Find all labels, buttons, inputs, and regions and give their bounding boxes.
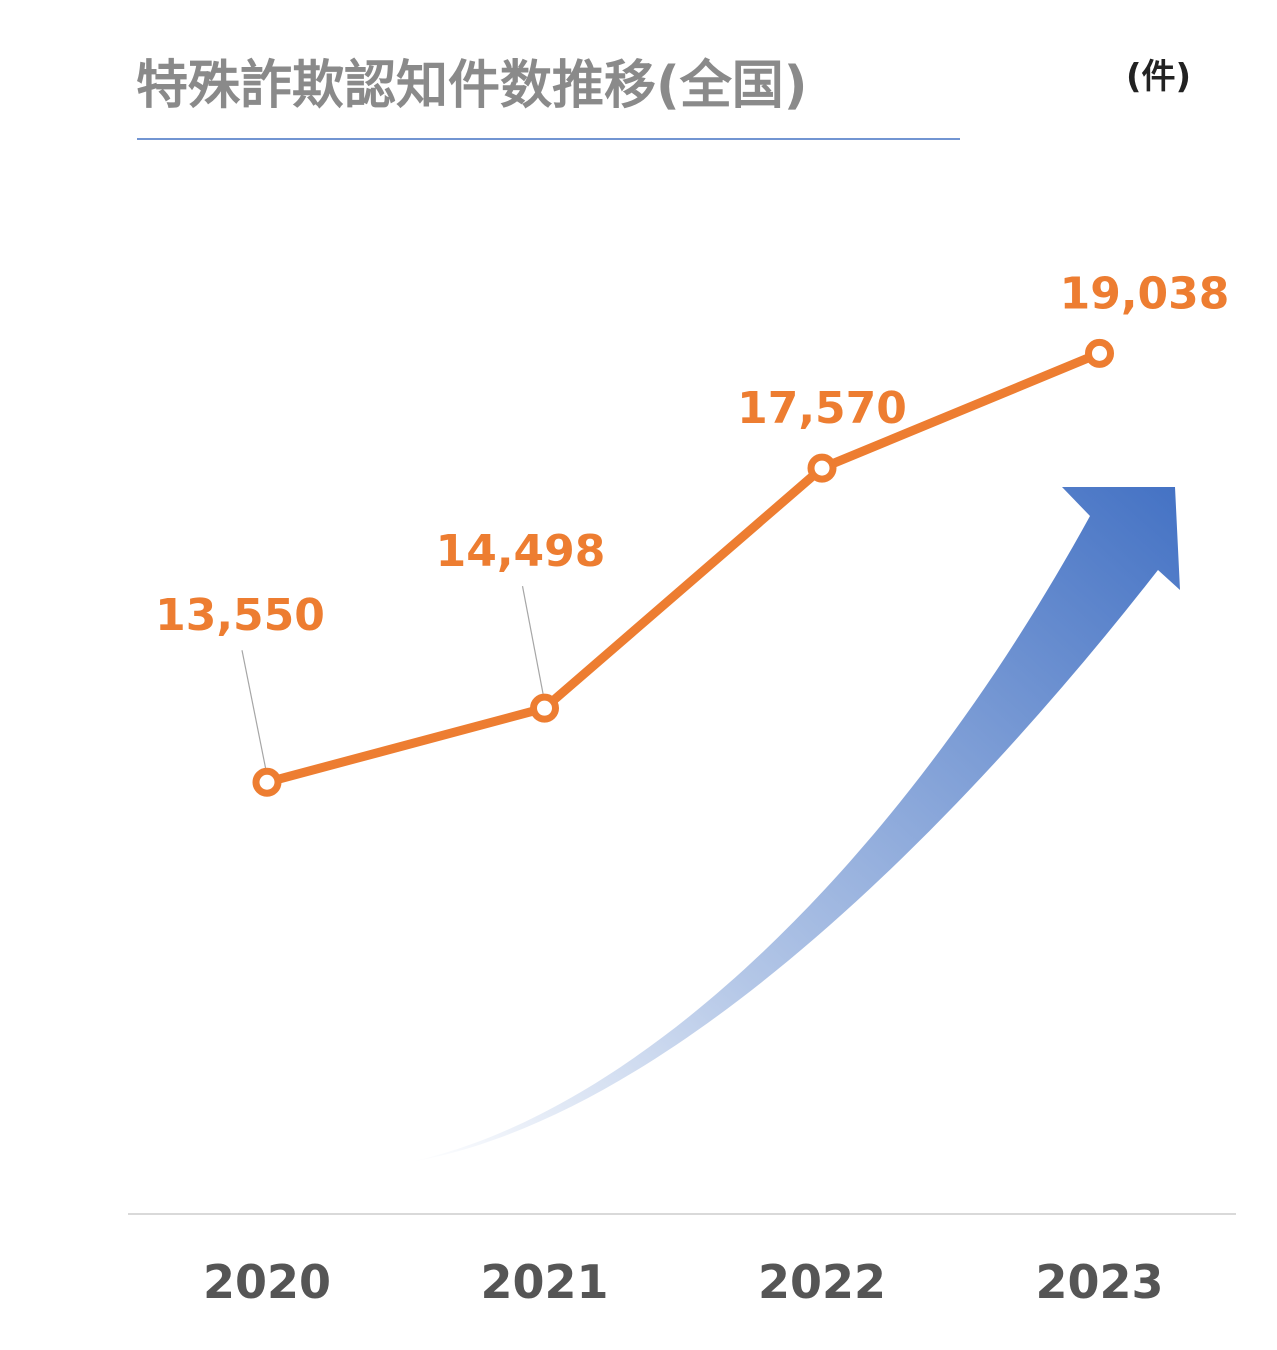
data-label-2022: 17,570 <box>737 383 907 434</box>
data-point-2020 <box>252 767 282 797</box>
data-label-2021: 14,498 <box>436 526 606 577</box>
x-tick-label-2023: 2023 <box>1035 1255 1163 1309</box>
data-point-2022 <box>807 453 837 483</box>
chart-title: 特殊詐欺認知件数推移(全国) <box>136 56 808 116</box>
series-line <box>262 348 1104 787</box>
plot-area: 13,550 14,498 17,570 19,038 2020 2021 2022 2023 <box>155 268 1229 1309</box>
data-label-leader-line <box>521 586 545 697</box>
x-tick-label-2020: 2020 <box>203 1255 331 1309</box>
data-label-leader-line <box>241 650 267 771</box>
unit-label: (件) <box>1126 57 1191 97</box>
data-label-2023: 19,038 <box>1060 268 1230 319</box>
data-label-2020: 13,550 <box>155 590 325 641</box>
trend-arrow-icon <box>410 487 1180 1162</box>
data-point-2023 <box>1085 338 1114 368</box>
x-tick-label-2021: 2021 <box>480 1255 608 1309</box>
x-tick-label-2022: 2022 <box>758 1255 886 1309</box>
data-point-2021 <box>530 693 559 723</box>
